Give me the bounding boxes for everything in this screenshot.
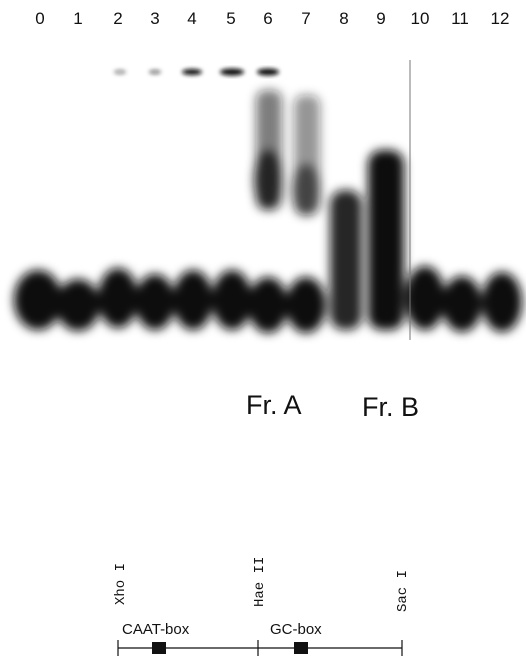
site-label: Sac I bbox=[395, 570, 411, 612]
site-label: Hae II bbox=[252, 557, 268, 607]
lane-labels: 0 1 2 3 4 5 6 7 8 9 10 11 12 bbox=[35, 9, 509, 28]
fraction-label: Fr. A bbox=[246, 390, 302, 420]
lane-label: 11 bbox=[451, 9, 469, 28]
lane-label: 5 bbox=[226, 9, 235, 28]
lane-label: 12 bbox=[491, 9, 510, 28]
lane-label: 0 bbox=[35, 9, 44, 28]
lane-label: 9 bbox=[376, 9, 385, 28]
fraction-label: Fr. B bbox=[362, 392, 419, 422]
gel-image bbox=[14, 60, 522, 340]
box-label: GC-box bbox=[270, 621, 322, 638]
lane-label: 10 bbox=[411, 9, 430, 28]
lane-label: 3 bbox=[150, 9, 159, 28]
lane-label: 4 bbox=[187, 9, 196, 28]
box-label: CAAT-box bbox=[122, 621, 190, 638]
lane-label: 2 bbox=[113, 9, 122, 28]
lane-label: 7 bbox=[301, 9, 310, 28]
lane-label: 8 bbox=[339, 9, 348, 28]
site-label: Xho I bbox=[113, 563, 129, 605]
lane-label: 1 bbox=[73, 9, 82, 28]
lane-label: 6 bbox=[263, 9, 272, 28]
restriction-map: Xho I Hae II Sac I CAAT-box GC-box bbox=[113, 557, 411, 656]
